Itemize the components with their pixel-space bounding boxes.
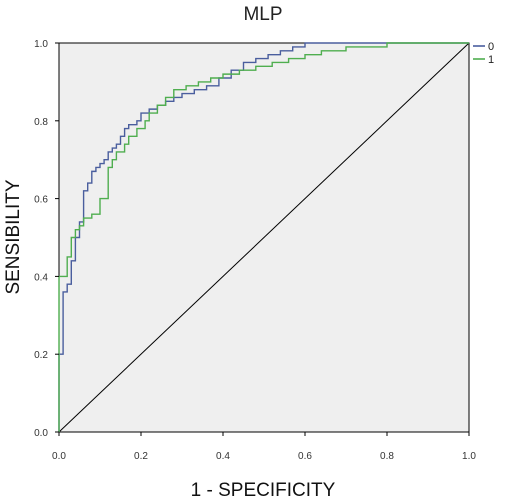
x-tick-label: 0.8 [380, 451, 394, 462]
x-tick-label: 0.4 [216, 451, 230, 462]
x-tick-label: 0.0 [52, 451, 66, 462]
y-tick-label: 0.2 [34, 350, 48, 361]
legend-label-1: 1 [488, 54, 494, 66]
y-tick-label: 1.0 [34, 39, 48, 50]
x-tick-label: 1.0 [462, 451, 476, 462]
y-tick-label: 0.4 [34, 272, 48, 283]
chart-title: MLP [243, 4, 282, 25]
reference-diagonal-line [58, 42, 470, 433]
x-tick-label: 0.6 [298, 451, 312, 462]
legend-label-0: 0 [488, 41, 494, 53]
x-axis-label: 1 - SPECIFICITY [191, 480, 336, 501]
y-tick-label: 0.8 [34, 117, 48, 128]
legend: 01 [473, 41, 494, 66]
ticks-layer: 0.0 0.2 0.4 0.6 0.8 1.0 0.0 0.2 0.4 0.6 0.8 1.0 [34, 39, 476, 462]
x-tick-label: 0.2 [134, 451, 148, 462]
plot-layer [58, 42, 470, 433]
series-line-1 [58, 42, 469, 432]
y-tick-label: 0.0 [34, 428, 48, 439]
y-axis-label: SENSIBILITY [3, 179, 24, 294]
y-tick-label: 0.6 [34, 195, 48, 206]
